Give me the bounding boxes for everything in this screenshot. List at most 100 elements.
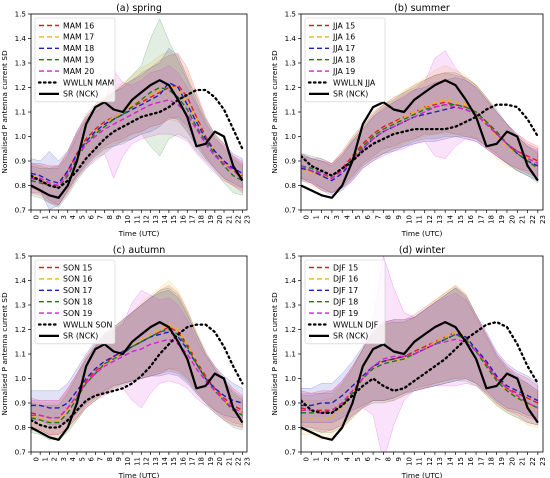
y-tick-label: 1.2	[15, 83, 26, 92]
legend-label-2: JJA 17	[332, 44, 355, 53]
y-tick-label: 1.1	[285, 108, 296, 117]
legend-label-4: MAM 20	[63, 67, 94, 76]
y-tick-label: 0.9	[285, 399, 297, 408]
x-tick-label: 23	[539, 215, 547, 224]
x-tick-label: 6	[87, 456, 95, 461]
x-tick-label: 0	[302, 215, 310, 219]
x-tick-label: 4	[69, 214, 77, 219]
x-axis-label: Time (UTC)	[401, 471, 443, 478]
x-tick-label: 23	[539, 457, 547, 466]
legend-label-2: SON 17	[63, 286, 92, 295]
x-tick-label: 18	[488, 457, 496, 466]
x-tick-label: 21	[519, 215, 527, 224]
x-tick-label: 10	[405, 215, 413, 224]
series-line-2	[301, 333, 539, 407]
chart-title: (b) summer	[394, 3, 450, 14]
x-tick-label: 5	[78, 215, 86, 219]
x-tick-label: 12	[426, 457, 434, 466]
x-tick-label: 8	[106, 457, 114, 461]
x-tick-label: 11	[416, 215, 424, 224]
y-tick-label: 1.2	[15, 325, 26, 334]
x-tick-label: 10	[124, 215, 132, 224]
x-tick-label: 20	[216, 215, 224, 224]
x-tick-label: 17	[189, 457, 197, 466]
legend-label-6: SR (NCK)	[333, 332, 368, 341]
legend-box	[34, 17, 116, 103]
y-axis-label: Normalised P antenna current SD	[0, 50, 9, 174]
x-tick-label: 4	[343, 456, 351, 461]
x-tick-label: 21	[519, 457, 527, 466]
series-band-1	[301, 65, 539, 194]
legend-label-6: SR (NCK)	[63, 90, 98, 99]
legend-label-5: WWLLN JJA	[333, 78, 376, 87]
x-tick-label: 1	[41, 215, 49, 219]
series-line-1	[31, 323, 243, 421]
series-band-4	[301, 50, 539, 194]
x-tick-label: 14	[446, 214, 454, 223]
plot-area	[301, 256, 540, 452]
legend-label-0: SON 15	[63, 263, 92, 272]
y-axis-label: Normalised P antenna current SD	[0, 292, 9, 416]
x-tick-label: 18	[198, 457, 206, 466]
x-tick-label: 20	[508, 457, 516, 466]
x-tick-label: 4	[69, 456, 77, 461]
legend-label-5: WWLLN SON	[63, 320, 113, 329]
y-tick-label: 1.3	[15, 301, 26, 310]
x-tick-label: 9	[395, 457, 403, 461]
x-tick-label: 5	[354, 215, 362, 219]
legend-label-0: JJA 15	[332, 21, 355, 30]
plot-area	[31, 280, 244, 441]
x-tick-label: 0	[32, 215, 40, 219]
x-tick-label: 16	[467, 456, 475, 465]
x-tick-label: 15	[457, 215, 465, 224]
series-line-4	[301, 103, 539, 179]
legend-label-6: SR (NCK)	[63, 332, 98, 341]
series-line-6	[301, 79, 539, 199]
y-tick-label: 1.2	[285, 325, 296, 334]
x-tick-label: 3	[333, 457, 341, 461]
y-tick-label: 1.5	[285, 252, 296, 261]
x-tick-label: 9	[115, 457, 123, 461]
x-tick-label: 19	[498, 215, 506, 224]
x-tick-label: 23	[244, 457, 252, 466]
x-tick-label: 19	[207, 215, 215, 224]
series-line-5	[301, 103, 540, 177]
series-line-5	[301, 320, 540, 414]
x-tick-label: 3	[333, 215, 341, 219]
legend-label-5: WWLLN DJF	[333, 320, 379, 329]
series-line-5	[31, 323, 244, 429]
y-tick-label: 1.1	[285, 350, 296, 359]
y-tick-label: 0.7	[285, 448, 296, 457]
chart-title: (c) autumn	[113, 245, 166, 256]
legend: SON 15 SON 16 SON 17 SON 18 SON 19 WWLLN SON S…	[34, 259, 116, 345]
legend-label-0: DJF 15	[333, 263, 358, 272]
legend-box	[34, 259, 116, 345]
x-tick-label: 7	[97, 457, 105, 461]
y-tick-label: 1.0	[15, 132, 27, 141]
legend-box	[304, 17, 386, 103]
x-tick-label: 5	[78, 457, 86, 461]
x-axis-label: Time (UTC)	[401, 229, 443, 238]
y-tick-label: 1.0	[285, 374, 297, 383]
plot-area	[301, 50, 540, 199]
x-tick-label: 1	[41, 457, 49, 461]
x-tick-label: 10	[405, 457, 413, 466]
series-line-6	[31, 321, 244, 441]
x-tick-label: 9	[395, 215, 403, 219]
y-tick-label: 1.3	[15, 59, 26, 68]
x-tick-label: 4	[343, 214, 351, 219]
y-tick-label: 1.3	[285, 59, 296, 68]
x-tick-label: 17	[477, 215, 485, 224]
x-tick-label: 8	[385, 215, 393, 219]
y-tick-label: 0.8	[15, 423, 27, 432]
series-line-5	[31, 88, 244, 190]
series-band-4	[301, 256, 539, 452]
x-axis-label: Time (UTC)	[118, 229, 160, 238]
y-tick-label: 0.9	[285, 157, 297, 166]
x-tick-label: 19	[207, 457, 215, 466]
y-tick-label: 0.7	[15, 448, 26, 457]
x-tick-label: 14	[161, 214, 169, 223]
legend-label-3: SON 18	[63, 298, 92, 307]
series-line-6	[301, 321, 539, 441]
x-tick-label: 8	[106, 215, 114, 219]
